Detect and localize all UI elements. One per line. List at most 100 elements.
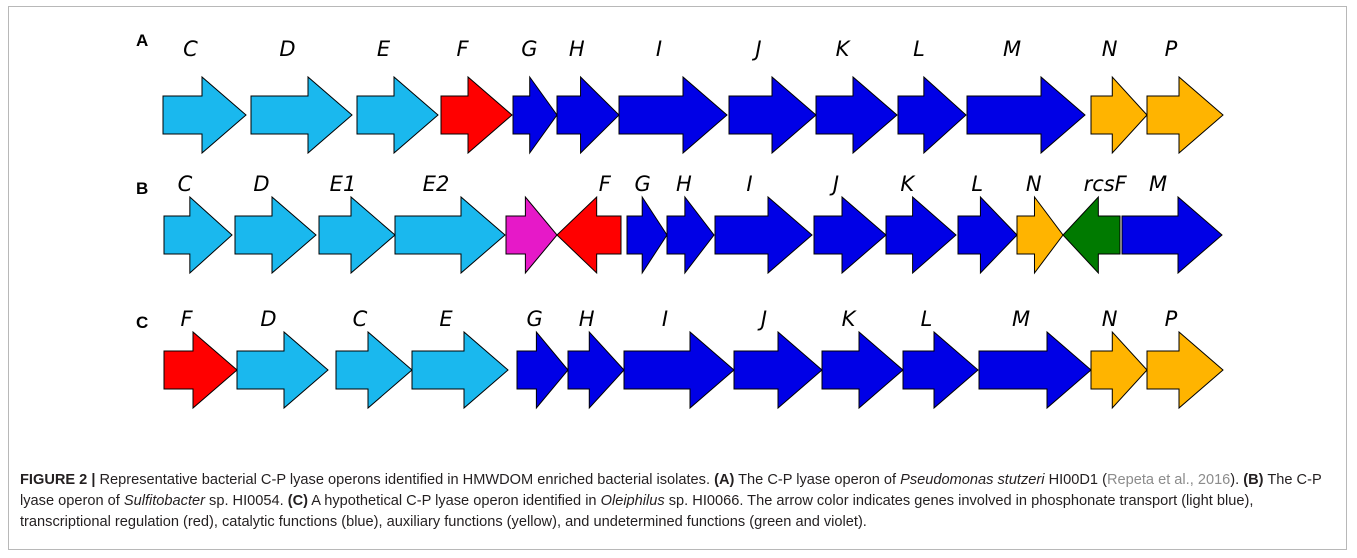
gene-arrow-b-c	[163, 195, 233, 275]
caption-text-8: sp. HI0066. The arrow color indicates ge…	[20, 493, 1254, 530]
gene-label-c-k: K	[842, 307, 858, 331]
gene-arrow-b-l	[957, 195, 1018, 275]
caption-panel-c-label: (C)	[287, 493, 308, 509]
gene-arrow-c-k	[821, 330, 904, 410]
gene-label-b-f: F	[599, 172, 612, 196]
gene-arrow-a-c	[162, 75, 247, 155]
gene-label-c-h: H	[579, 307, 595, 331]
gene-arrow-c-p	[1146, 330, 1224, 410]
gene-label-c-m: M	[1012, 307, 1030, 331]
gene-arrow-a-g	[512, 75, 558, 155]
gene-arrow-a-p	[1146, 75, 1224, 155]
gene-label-c-e: E	[439, 307, 453, 331]
gene-label-c-i: I	[662, 307, 668, 331]
caption-species-a: Pseudomonas stutzeri	[900, 472, 1045, 488]
gene-label-b-rcsf: rcsF	[1084, 172, 1128, 196]
gene-arrow-b-e2	[394, 195, 506, 275]
gene-label-b-e2: E2	[423, 172, 450, 196]
gene-arrow-b-g	[626, 195, 668, 275]
caption-text-7: A hypothetical C-P lyase operon identifi…	[308, 493, 601, 509]
caption-figure-label: FIGURE 2 |	[20, 472, 96, 488]
gene-label-a-c: C	[183, 37, 198, 61]
gene-arrow-b-j	[813, 195, 887, 275]
gene-arrow-a-e	[356, 75, 439, 155]
gene-arrow-c-d	[236, 330, 329, 410]
caption-text-4: ).	[1230, 472, 1244, 488]
gene-label-c-n: N	[1102, 307, 1118, 331]
gene-arrow-b-e1	[318, 195, 396, 275]
gene-arrow-b-k	[885, 195, 957, 275]
gene-arrow-c-e	[411, 330, 509, 410]
gene-label-a-f: F	[456, 37, 469, 61]
gene-arrow-a-l	[897, 75, 967, 155]
gene-label-b-i: I	[746, 172, 752, 196]
gene-arrow-a-j	[728, 75, 817, 155]
gene-label-b-d: D	[253, 172, 269, 196]
gene-label-c-d: D	[260, 307, 276, 331]
gene-label-b-l: L	[971, 172, 983, 196]
gene-arrow-a-f	[440, 75, 513, 155]
gene-arrow-b-unnamed	[505, 195, 558, 275]
gene-label-c-p: P	[1165, 307, 1178, 331]
gene-label-b-m: M	[1149, 172, 1167, 196]
gene-label-a-l: L	[913, 37, 925, 61]
gene-label-b-c: C	[178, 172, 193, 196]
caption-species-b: Sulfitobacter	[123, 493, 205, 509]
gene-label-b-g: G	[634, 172, 650, 196]
gene-arrow-a-m	[966, 75, 1086, 155]
caption-text-1: Representative bacterial C-P lyase opero…	[95, 472, 715, 488]
gene-arrow-c-i	[623, 330, 735, 410]
gene-label-c-f: F	[180, 307, 193, 331]
gene-arrow-c-j	[733, 330, 823, 410]
gene-label-b-k: K	[900, 172, 916, 196]
caption-text-5: The C-P lyase operon of	[20, 472, 1322, 509]
caption-panel-b-label: (B)	[1243, 472, 1264, 488]
gene-label-a-g: G	[521, 37, 537, 61]
gene-label-a-d: D	[279, 37, 295, 61]
gene-label-a-p: P	[1165, 37, 1178, 61]
caption-text-6: sp. HI0054.	[204, 493, 288, 509]
gene-arrow-c-g	[516, 330, 569, 410]
gene-label-c-l: L	[921, 307, 933, 331]
gene-arrow-b-rcsf	[1062, 195, 1121, 275]
gene-arrow-b-d	[234, 195, 317, 275]
gene-label-a-h: H	[569, 37, 585, 61]
gene-label-b-j: J	[829, 172, 839, 196]
gene-arrow-a-d	[250, 75, 353, 155]
figure-frame	[8, 6, 1347, 550]
caption-text-2: The C-P lyase operon of	[734, 472, 901, 488]
gene-label-c-g: G	[527, 307, 543, 331]
gene-label-b-n: N	[1026, 172, 1042, 196]
gene-arrow-a-n	[1090, 75, 1148, 155]
caption-text-3: HI00D1 (	[1044, 472, 1107, 488]
gene-arrow-c-h	[567, 330, 625, 410]
gene-arrow-c-c	[335, 330, 413, 410]
panel-label-a: A	[136, 31, 148, 50]
gene-label-c-j: J	[757, 307, 767, 331]
gene-arrow-b-h	[666, 195, 715, 275]
figure-caption: FIGURE 2 | Representative bacterial C-P …	[20, 470, 1340, 533]
gene-arrow-b-i	[714, 195, 813, 275]
gene-label-a-m: M	[1003, 37, 1021, 61]
gene-arrow-c-f	[163, 330, 238, 410]
caption-species-c: Oleiphilus	[600, 493, 665, 509]
caption-reference-link[interactable]: Repeta et al., 2016	[1106, 472, 1231, 488]
gene-label-a-n: N	[1102, 37, 1118, 61]
caption-panel-a-label: (A)	[714, 472, 735, 488]
gene-arrow-a-i	[618, 75, 728, 155]
panel-label-b: B	[136, 179, 148, 198]
gene-label-a-e: E	[377, 37, 391, 61]
gene-label-c-c: C	[353, 307, 368, 331]
gene-arrow-c-l	[902, 330, 979, 410]
gene-arrow-b-f	[556, 195, 622, 275]
gene-arrow-b-m	[1121, 195, 1223, 275]
panel-label-c: C	[136, 313, 148, 332]
gene-label-b-h: H	[676, 172, 692, 196]
gene-label-b-e1: E1	[330, 172, 357, 196]
gene-label-a-i: I	[656, 37, 662, 61]
gene-arrow-c-m	[978, 330, 1092, 410]
gene-arrow-c-n	[1090, 330, 1148, 410]
gene-label-a-j: J	[751, 37, 761, 61]
gene-arrow-b-n	[1016, 195, 1064, 275]
